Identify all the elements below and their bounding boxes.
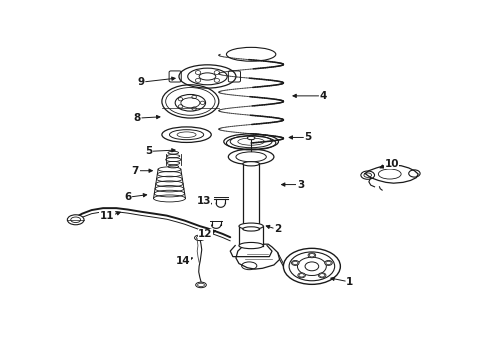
Text: 14: 14 xyxy=(175,256,190,266)
Ellipse shape xyxy=(243,162,260,166)
Text: 5: 5 xyxy=(145,146,152,156)
Text: 2: 2 xyxy=(274,224,281,234)
Ellipse shape xyxy=(292,260,299,265)
Ellipse shape xyxy=(196,282,206,288)
Ellipse shape xyxy=(243,227,260,231)
Text: 5: 5 xyxy=(304,132,312,143)
Text: 4: 4 xyxy=(319,91,327,101)
Text: 12: 12 xyxy=(198,229,213,239)
Ellipse shape xyxy=(239,223,263,229)
Ellipse shape xyxy=(239,242,263,249)
Ellipse shape xyxy=(318,273,326,278)
Ellipse shape xyxy=(247,136,255,140)
Text: 6: 6 xyxy=(124,192,131,202)
Text: 9: 9 xyxy=(137,77,145,87)
Text: 1: 1 xyxy=(346,276,353,287)
Ellipse shape xyxy=(308,253,316,258)
Text: 3: 3 xyxy=(297,180,304,190)
Ellipse shape xyxy=(195,235,205,240)
Text: 7: 7 xyxy=(132,166,139,176)
Ellipse shape xyxy=(228,149,274,165)
Text: 13: 13 xyxy=(196,196,211,206)
Ellipse shape xyxy=(325,260,332,265)
Ellipse shape xyxy=(67,215,84,225)
Ellipse shape xyxy=(283,248,341,284)
Text: 10: 10 xyxy=(384,159,399,169)
Text: 8: 8 xyxy=(134,113,141,123)
Ellipse shape xyxy=(298,273,305,278)
Text: 11: 11 xyxy=(99,211,114,221)
